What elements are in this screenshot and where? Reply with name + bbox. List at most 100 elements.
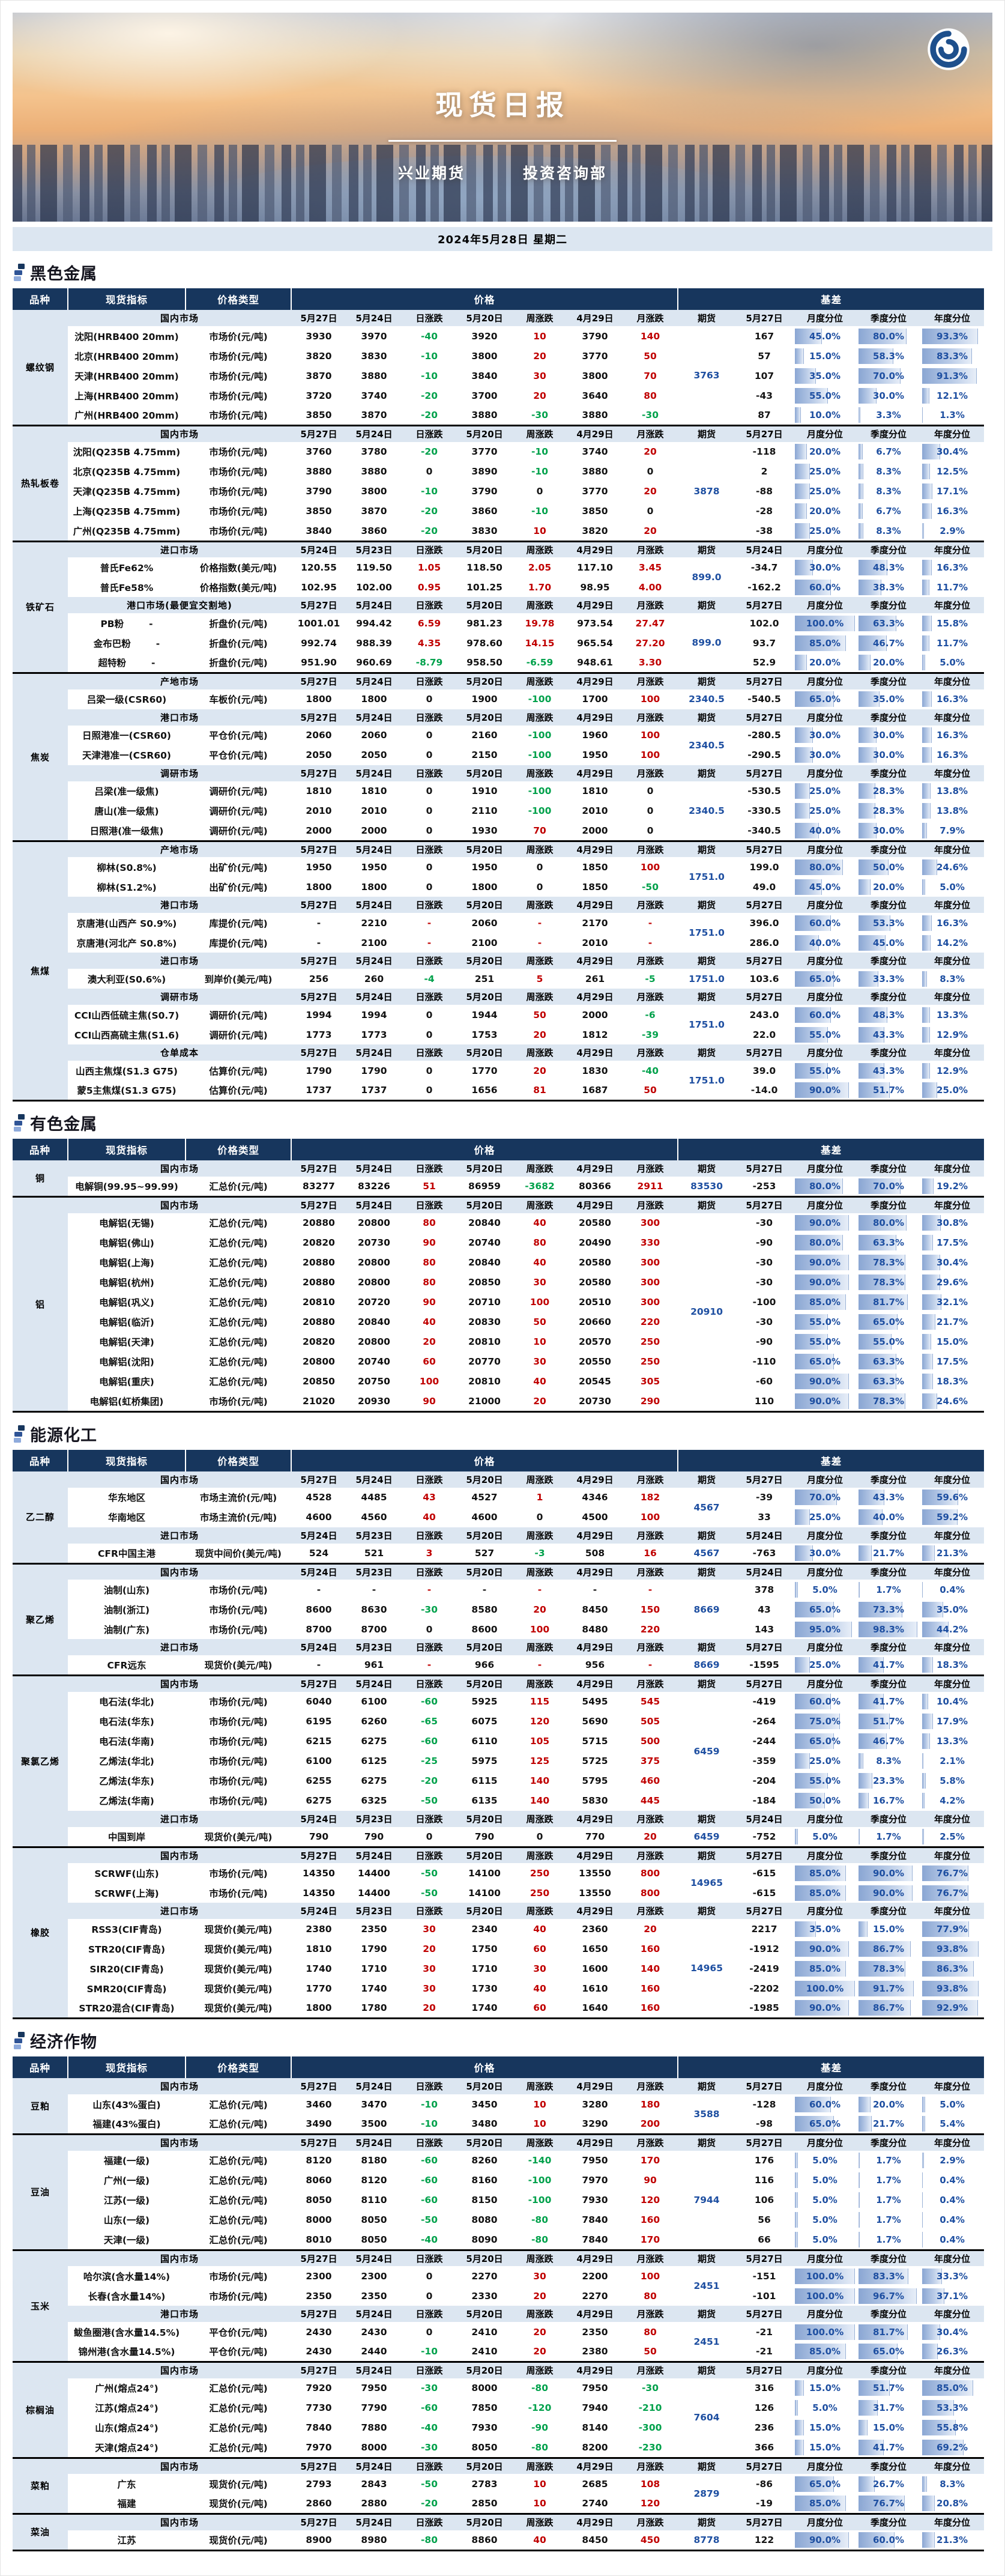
percentile-header-cell: 月度分位 — [793, 2456, 857, 2474]
percentile-cell: 7.9% — [920, 820, 985, 841]
report-subtitle: 兴业期货 投资咨询部 — [13, 162, 992, 183]
percentile-value: 15.0% — [873, 1923, 905, 1935]
percentile-bar-fill — [859, 1215, 907, 1231]
percentile-bar-fill — [795, 1865, 847, 1881]
table-row: 长春(含水量14%) 市场价(元/吨) 2350 2350 0 2330 20 2270 80-… — [13, 2286, 985, 2306]
change-cell: 290 — [623, 1391, 678, 1411]
change-cell: 200 — [623, 2114, 678, 2135]
change-cell: -90 — [512, 2417, 567, 2438]
price-table-nonferrous-metals: 品种 现货指标 价格类型 价格 基差铜国内市场 5月27日 5月24日 日涨跌 5月20日 周涨跌… — [13, 1139, 985, 1413]
percentile-header-cell: 月度分位 — [793, 1562, 857, 1580]
percentile-cell: 0.4% — [920, 1580, 985, 1599]
percentile-bar-fill — [795, 348, 804, 364]
futures-price-cell: 14965 — [678, 1919, 736, 2019]
indicator-cell: 吕梁(准一级焦) — [68, 781, 186, 801]
percentile-value: 32.1% — [937, 1297, 968, 1308]
market-name-cell: 产地市场 — [68, 840, 291, 857]
percentile-bar: 25.0% — [795, 1509, 856, 1525]
change-cell: -20 — [402, 1771, 457, 1791]
percentile-value: 13.8% — [937, 805, 968, 816]
date-header-cell: 5月20日 — [457, 765, 512, 781]
basis-date-header-cell: 5月27日 — [735, 1471, 794, 1488]
price-type-cell: 调研价(元/吨) — [186, 820, 291, 841]
percentile-header-cell: 年度分位 — [920, 2078, 985, 2094]
indicator-cell: 广州(熔点24°) — [68, 2378, 186, 2398]
table-row: 油制(山东) 市场价(元/吨) - - - - - - -8669 378 5.0% 1.7% 0.4% — [13, 1580, 985, 1639]
percentile-cell: 92.9% — [920, 1998, 985, 2019]
percentile-header-cell: 季度分位 — [857, 1044, 921, 1061]
percentile-bar-fill — [795, 2268, 856, 2284]
price-cell: 8160 — [457, 2170, 512, 2190]
price-type-cell: 汇总价(元/吨) — [186, 2229, 291, 2250]
price-cell: 14350 — [291, 1883, 346, 1903]
percentile-header-cell: 年度分位 — [920, 1810, 985, 1827]
price-cell: 3880 — [346, 461, 402, 482]
change-cell: -50 — [402, 1883, 457, 1903]
date-header-cell: 5月20日 — [457, 1196, 512, 1213]
percentile-bar: 63.3% — [859, 615, 919, 631]
price-cell: 790 — [291, 1826, 346, 1847]
percentile-value: 12.1% — [937, 390, 968, 401]
percentile-cell: 2.9% — [920, 521, 985, 541]
percentile-cell: 48.3% — [857, 1005, 921, 1025]
percentile-value: 46.7% — [873, 637, 905, 649]
price-type-cell: 汇总价(元/吨) — [186, 1213, 291, 1233]
percentile-bar: 25.0% — [795, 1753, 856, 1769]
percentile-cell: 5.0% — [793, 2398, 857, 2418]
indicator-cell: PB粉 - — [68, 613, 186, 633]
percentile-bar-fill — [859, 879, 871, 895]
table-row: 电解铝(天津) 汇总价(元/吨) 20820 20800 20 20810 10 20570 2… — [13, 1332, 985, 1352]
percentile-value: 1.7% — [876, 2195, 901, 2205]
percentile-bar: 91.3% — [922, 368, 983, 384]
price-cell: 1710 — [457, 1959, 512, 1978]
price-type-cell: 市场价(元/吨) — [186, 1731, 291, 1751]
percentile-value: 80.0% — [873, 1217, 905, 1228]
variety-cell: 聚乙烯 — [13, 1562, 68, 1676]
price-cell: 7930 — [567, 2190, 623, 2210]
percentile-cell: 17.5% — [920, 1232, 985, 1253]
section-marker-icon — [14, 1425, 25, 1443]
percentile-cell: 90.0% — [793, 1391, 857, 1411]
section-marker-square — [14, 1127, 21, 1132]
percentile-cell: 46.7% — [857, 1731, 921, 1751]
price-cell: 6275 — [346, 1731, 402, 1751]
basis-date-header-cell: 5月27日 — [735, 1160, 794, 1177]
percentile-value: 25.0% — [809, 1756, 841, 1766]
percentile-bar: 5.0% — [795, 2212, 856, 2228]
price-cell: 1950 — [291, 857, 346, 877]
percentile-bar-fill — [795, 1235, 844, 1250]
table-row: CFR远东 现货价(美元/吨) -961-966-956-8669 -1595 25.0… — [13, 1655, 985, 1676]
percentile-bar: 65.0% — [795, 1601, 856, 1617]
percentile-bar-fill — [922, 2344, 938, 2359]
price-cell: 4527 — [457, 1487, 512, 1508]
section-marker-icon — [14, 1114, 25, 1132]
price-cell: 7840 — [567, 2229, 623, 2250]
price-type-cell: 现货价(元/吨) — [186, 2474, 291, 2494]
percentile-cell: 5.0% — [793, 1826, 857, 1847]
date-header-cell: 周涨跌 — [512, 1639, 567, 1655]
percentile-value: 31.7% — [873, 2402, 905, 2413]
percentile-header-cell: 月度分位 — [793, 1527, 857, 1544]
date-header-cell: 日涨跌 — [402, 709, 457, 726]
percentile-bar: 78.3% — [859, 1393, 919, 1409]
basis-value-cell: 102.0 — [735, 613, 794, 633]
percentile-bar-fill — [922, 783, 931, 799]
date-header-cell: 5月20日 — [457, 2133, 512, 2151]
market-name-cell: 国内市场 — [68, 2249, 291, 2266]
percentile-value: 55.0% — [873, 1336, 905, 1347]
change-cell: 80 — [402, 1272, 457, 1293]
percentile-bar-fill — [859, 1980, 914, 1996]
percentile-bar-fill — [922, 1865, 968, 1881]
basis-date-header-cell: 5月27日 — [735, 1846, 794, 1863]
change-cell: 27.47 — [623, 613, 678, 633]
date-header-cell: 5月27日 — [291, 672, 346, 689]
percentile-bar: 25.0% — [795, 783, 856, 799]
percentile-cell: 5.0% — [920, 653, 985, 673]
percentile-bar-fill — [922, 2268, 943, 2284]
market-header-row: 橡胶 国内市场 5月27日 5月24日 日涨跌 5月20日 周涨跌 4月29日 月涨跌 期货 5月2… — [13, 1846, 985, 2019]
price-cell: 3820 — [291, 346, 346, 366]
percentile-header-cell: 季度分位 — [857, 2133, 921, 2151]
variety-cell: 豆油 — [13, 2133, 68, 2250]
percentile-cell: 25.0% — [920, 1080, 985, 1101]
basis-value-cell: 143 — [735, 1619, 794, 1639]
